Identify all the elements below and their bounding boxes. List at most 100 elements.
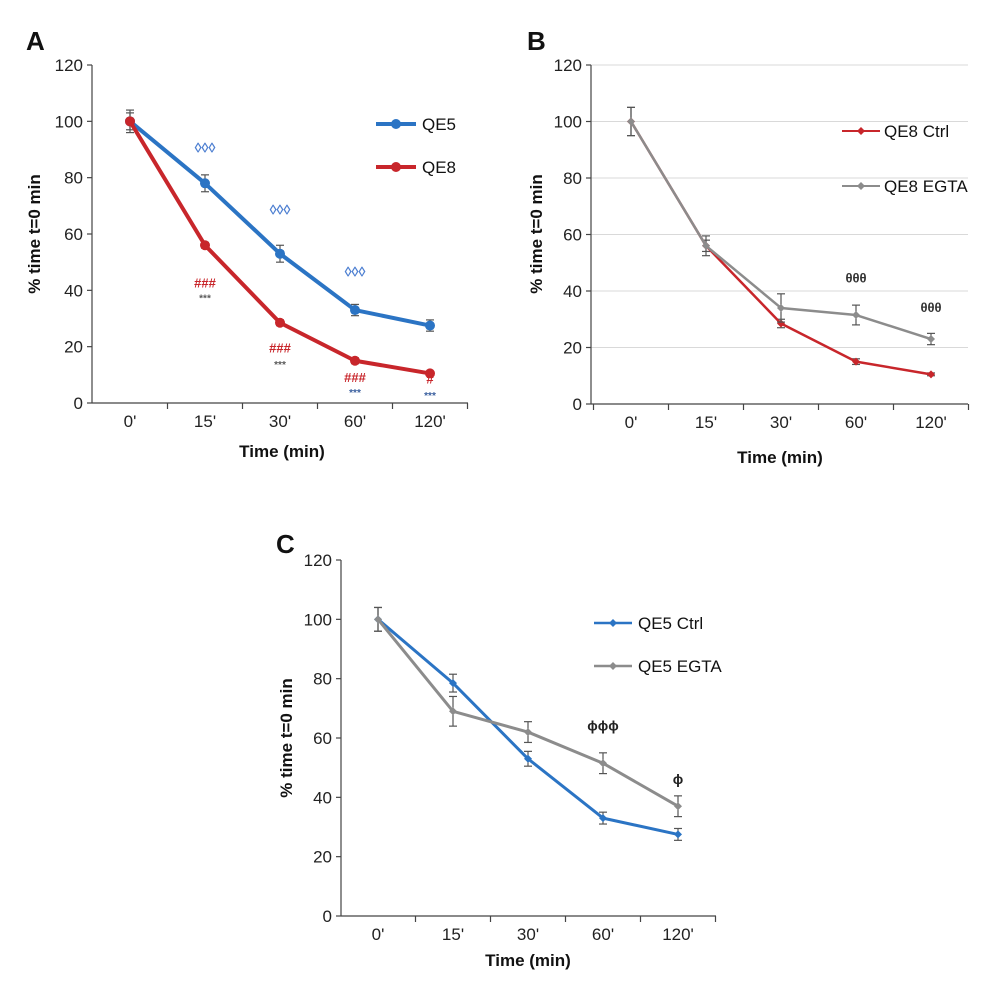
data-point [125, 116, 135, 127]
x-tick-label: 120' [662, 925, 694, 944]
y-tick-label: 40 [563, 282, 582, 301]
significance-annotation: ϕϕϕ [587, 718, 618, 734]
data-point [674, 830, 682, 839]
x-tick-label: 120' [414, 412, 446, 431]
y-tick-label: 20 [563, 339, 582, 358]
legend-label: QE5 EGTA [638, 657, 722, 676]
x-tick-label: 0' [372, 925, 385, 944]
x-tick-label: 0' [124, 412, 137, 431]
legend-swatch-marker [609, 662, 617, 670]
significance-annotation: ◊◊◊ [345, 263, 366, 279]
legend-label: QE8 EGTA [884, 177, 968, 196]
data-point [702, 241, 710, 250]
data-point [200, 178, 210, 189]
y-axis-title: % time t=0 min [277, 678, 296, 798]
y-tick-label: 60 [563, 226, 582, 245]
series-line [376, 617, 680, 808]
y-tick-label: 0 [573, 395, 582, 414]
data-point [350, 355, 360, 366]
y-tick-label: 120 [304, 551, 332, 570]
significance-annotation: *** [349, 388, 361, 399]
x-tick-label: 30' [770, 413, 792, 432]
data-point [927, 370, 935, 379]
series-qe5: QE5 [125, 109, 456, 332]
y-tick-label: 40 [313, 788, 332, 807]
x-tick-label: 60' [344, 412, 366, 431]
significance-annotation: *** [199, 294, 211, 305]
significance-annotation: *** [424, 391, 436, 402]
legend-label: QE8 Ctrl [884, 122, 949, 141]
y-tick-label: 120 [554, 56, 582, 75]
significance-annotation: ϕ [673, 771, 684, 787]
significance-annotation: θθθ [920, 300, 941, 315]
legend-swatch-marker [857, 127, 865, 135]
panel-letter: C [276, 529, 295, 559]
data-point [449, 707, 457, 716]
y-tick-label: 80 [313, 670, 332, 689]
data-point [852, 311, 860, 320]
data-point [674, 802, 682, 811]
panel-letter: A [26, 26, 45, 56]
data-point [524, 728, 532, 737]
data-point [627, 117, 635, 126]
x-tick-label: 120' [915, 413, 947, 432]
y-tick-label: 0 [74, 394, 83, 413]
y-tick-label: 80 [563, 169, 582, 188]
series-qe8: QE8 [125, 112, 456, 379]
y-tick-label: 80 [64, 169, 83, 188]
significance-annotation: ◊◊◊ [195, 139, 216, 155]
x-tick-label: 0' [625, 413, 638, 432]
panel-a: 0 20 40 60 80 100 120 0' 15' 30' 60' 120' Time (min)… [25, 26, 469, 461]
y-tick-label: 100 [304, 610, 332, 629]
data-point [275, 248, 285, 259]
legend-label: QE8 [422, 158, 456, 177]
data-point [599, 814, 607, 823]
panel-b: 0 20 40 60 80 100 120 0' 15' 30' 60' 120' Time (min)… [527, 26, 970, 467]
series-qe5-egta: QE5 EGTA [374, 606, 722, 818]
data-point [777, 303, 785, 312]
x-tick-label: 30' [269, 412, 291, 431]
panel-letter: B [527, 26, 546, 56]
y-tick-label: 100 [554, 113, 582, 132]
significance-annotation: ### [194, 276, 216, 291]
data-point [927, 335, 935, 344]
data-point [852, 357, 860, 366]
panel-c: 0 20 40 60 80 100 120 0' 15' 30' 60' 120' Time (min)… [276, 529, 722, 970]
y-tick-label: 100 [55, 112, 83, 131]
legend-swatch-marker [391, 119, 401, 129]
series-line [629, 120, 933, 376]
y-axis-title: % time t=0 min [25, 174, 44, 294]
data-point [200, 240, 210, 251]
legend-swatch-marker [609, 619, 617, 627]
x-axis-title: Time (min) [737, 448, 823, 467]
data-point [374, 615, 382, 624]
x-axis-title: Time (min) [239, 442, 325, 461]
x-tick-label: 15' [695, 413, 717, 432]
y-tick-label: 60 [313, 729, 332, 748]
significance-annotation: ### [269, 340, 291, 355]
series-line [128, 119, 432, 328]
series-qe8-ctrl: QE8 Ctrl [627, 106, 949, 379]
significance-annotation: # [426, 371, 434, 386]
x-tick-label: 30' [517, 925, 539, 944]
data-point [425, 320, 435, 331]
series-qe5-ctrl: QE5 Ctrl [374, 606, 703, 841]
x-tick-label: 60' [592, 925, 614, 944]
y-tick-label: 40 [64, 281, 83, 300]
y-tick-label: 60 [64, 225, 83, 244]
data-point [599, 759, 607, 768]
y-axis-title: % time t=0 min [527, 174, 546, 294]
x-axis-title: Time (min) [485, 951, 571, 970]
significance-annotation: ### [344, 370, 366, 385]
data-point [275, 317, 285, 328]
y-tick-label: 120 [55, 56, 83, 75]
x-tick-label: 15' [442, 925, 464, 944]
data-point [449, 679, 457, 688]
legend-swatch-marker [391, 162, 401, 172]
series-qe8-egta: QE8 EGTA [627, 106, 968, 346]
significance-annotation: *** [274, 360, 286, 371]
data-point [425, 368, 435, 379]
legend-swatch-marker [857, 182, 865, 190]
data-point [350, 305, 360, 316]
